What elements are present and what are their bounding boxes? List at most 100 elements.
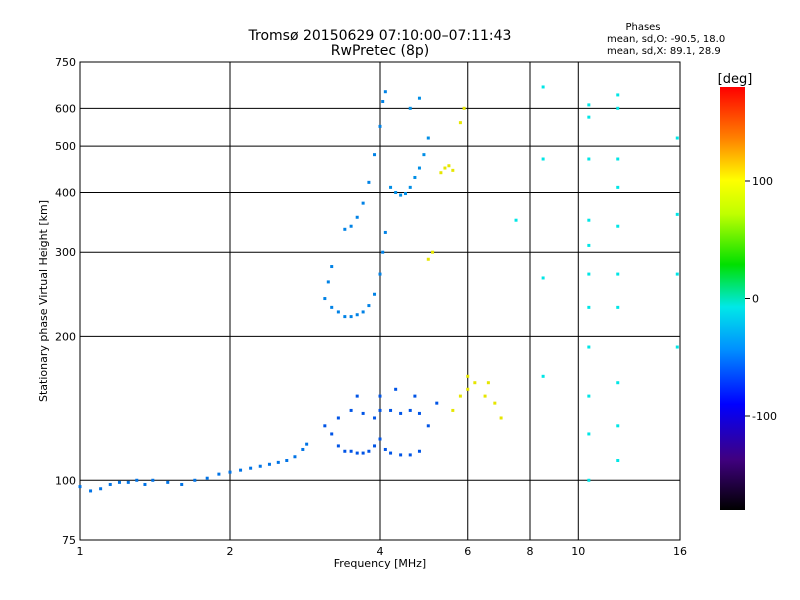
data-point	[336, 416, 340, 420]
data-point	[330, 305, 334, 309]
data-point	[616, 458, 620, 462]
y-axis-label: Stationary phase Virtual Height [km]	[37, 200, 50, 402]
data-point	[330, 265, 334, 269]
colorbar-tick-label: 0	[752, 293, 759, 306]
data-point	[258, 464, 262, 468]
data-point	[180, 482, 184, 486]
x-tick-label: 16	[673, 545, 687, 558]
data-point	[616, 224, 620, 228]
data-point	[383, 90, 387, 94]
data-point	[117, 480, 121, 484]
data-point	[616, 272, 620, 276]
legend-line1: mean, sd,O: -90.5, 18.0	[607, 34, 725, 45]
y-axis-ticks: 75 100 200 300 400 500 600 750	[55, 56, 76, 547]
data-point	[675, 345, 679, 349]
data-point	[349, 224, 353, 228]
y-tick-label: 600	[55, 102, 76, 115]
data-point	[343, 449, 347, 453]
data-point	[486, 381, 490, 385]
data-point	[373, 444, 377, 448]
data-point	[399, 193, 403, 197]
data-point	[675, 212, 679, 216]
data-point	[389, 185, 393, 189]
data-point	[439, 171, 443, 175]
data-point	[473, 381, 477, 385]
legend-line2: mean, sd,X: 89.1, 28.9	[607, 46, 721, 57]
data-point	[499, 416, 503, 420]
data-point	[426, 136, 430, 140]
data-point	[417, 449, 421, 453]
data-point	[78, 485, 82, 489]
y-tick-label: 100	[55, 474, 76, 487]
chart-subtitle: RwPretec (8p)	[331, 43, 429, 59]
data-point	[451, 168, 455, 172]
data-point	[408, 453, 412, 457]
data-point	[143, 482, 147, 486]
data-point	[394, 387, 398, 391]
data-point	[367, 449, 371, 453]
legend: Phases mean, sd,O: -90.5, 18.0 mean, sd,…	[607, 22, 725, 57]
data-point	[228, 470, 232, 474]
y-tick-label: 400	[55, 186, 76, 199]
data-point	[413, 175, 417, 179]
data-point	[285, 458, 289, 462]
data-point	[239, 468, 243, 472]
data-point	[616, 106, 620, 110]
data-point	[355, 313, 359, 317]
data-point	[373, 292, 377, 296]
data-point	[367, 304, 371, 308]
data-point	[408, 106, 412, 110]
legend-title: Phases	[625, 22, 660, 33]
y-tick-label: 500	[55, 140, 76, 153]
data-point	[381, 100, 385, 104]
data-point	[587, 478, 591, 482]
data-point	[126, 480, 130, 484]
colorbar-gradient	[720, 87, 745, 510]
data-point	[217, 472, 221, 476]
data-point	[367, 180, 371, 184]
data-point	[378, 272, 382, 276]
data-point	[675, 272, 679, 276]
colorbar-tick-label: 100	[752, 175, 773, 188]
x-axis-ticks: 1 2 4 6 8 10 16	[77, 545, 688, 558]
colorbar: [deg] 100 0 -100	[718, 72, 777, 510]
data-point	[193, 478, 197, 482]
data-point	[541, 374, 545, 378]
x-axis-label: Frequency [MHz]	[334, 557, 426, 570]
data-point	[541, 157, 545, 161]
data-point	[355, 394, 359, 398]
data-point	[493, 401, 497, 405]
data-point	[378, 408, 382, 412]
data-point	[378, 394, 382, 398]
data-point	[417, 166, 421, 170]
data-point	[458, 121, 462, 125]
data-point	[249, 466, 253, 470]
data-point	[343, 315, 347, 319]
data-point	[541, 85, 545, 89]
data-point	[587, 103, 591, 107]
data-point	[381, 250, 385, 254]
data-point	[293, 455, 297, 459]
data-point	[323, 424, 327, 428]
x-tick-label: 8	[527, 545, 534, 558]
data-point	[413, 394, 417, 398]
data-point	[466, 374, 470, 378]
data-point	[426, 424, 430, 428]
data-point	[399, 411, 403, 415]
data-point	[151, 478, 155, 482]
data-point	[135, 478, 139, 482]
data-point	[587, 272, 591, 276]
data-point	[394, 190, 398, 194]
data-point	[466, 387, 470, 391]
data-point	[541, 276, 545, 280]
x-tick-label: 10	[571, 545, 585, 558]
data-point	[417, 411, 421, 415]
x-tick-label: 1	[77, 545, 84, 558]
data-point	[616, 185, 620, 189]
data-point	[447, 164, 451, 168]
data-point	[616, 381, 620, 385]
data-point	[587, 394, 591, 398]
data-point	[378, 437, 382, 441]
data-point	[361, 310, 365, 314]
